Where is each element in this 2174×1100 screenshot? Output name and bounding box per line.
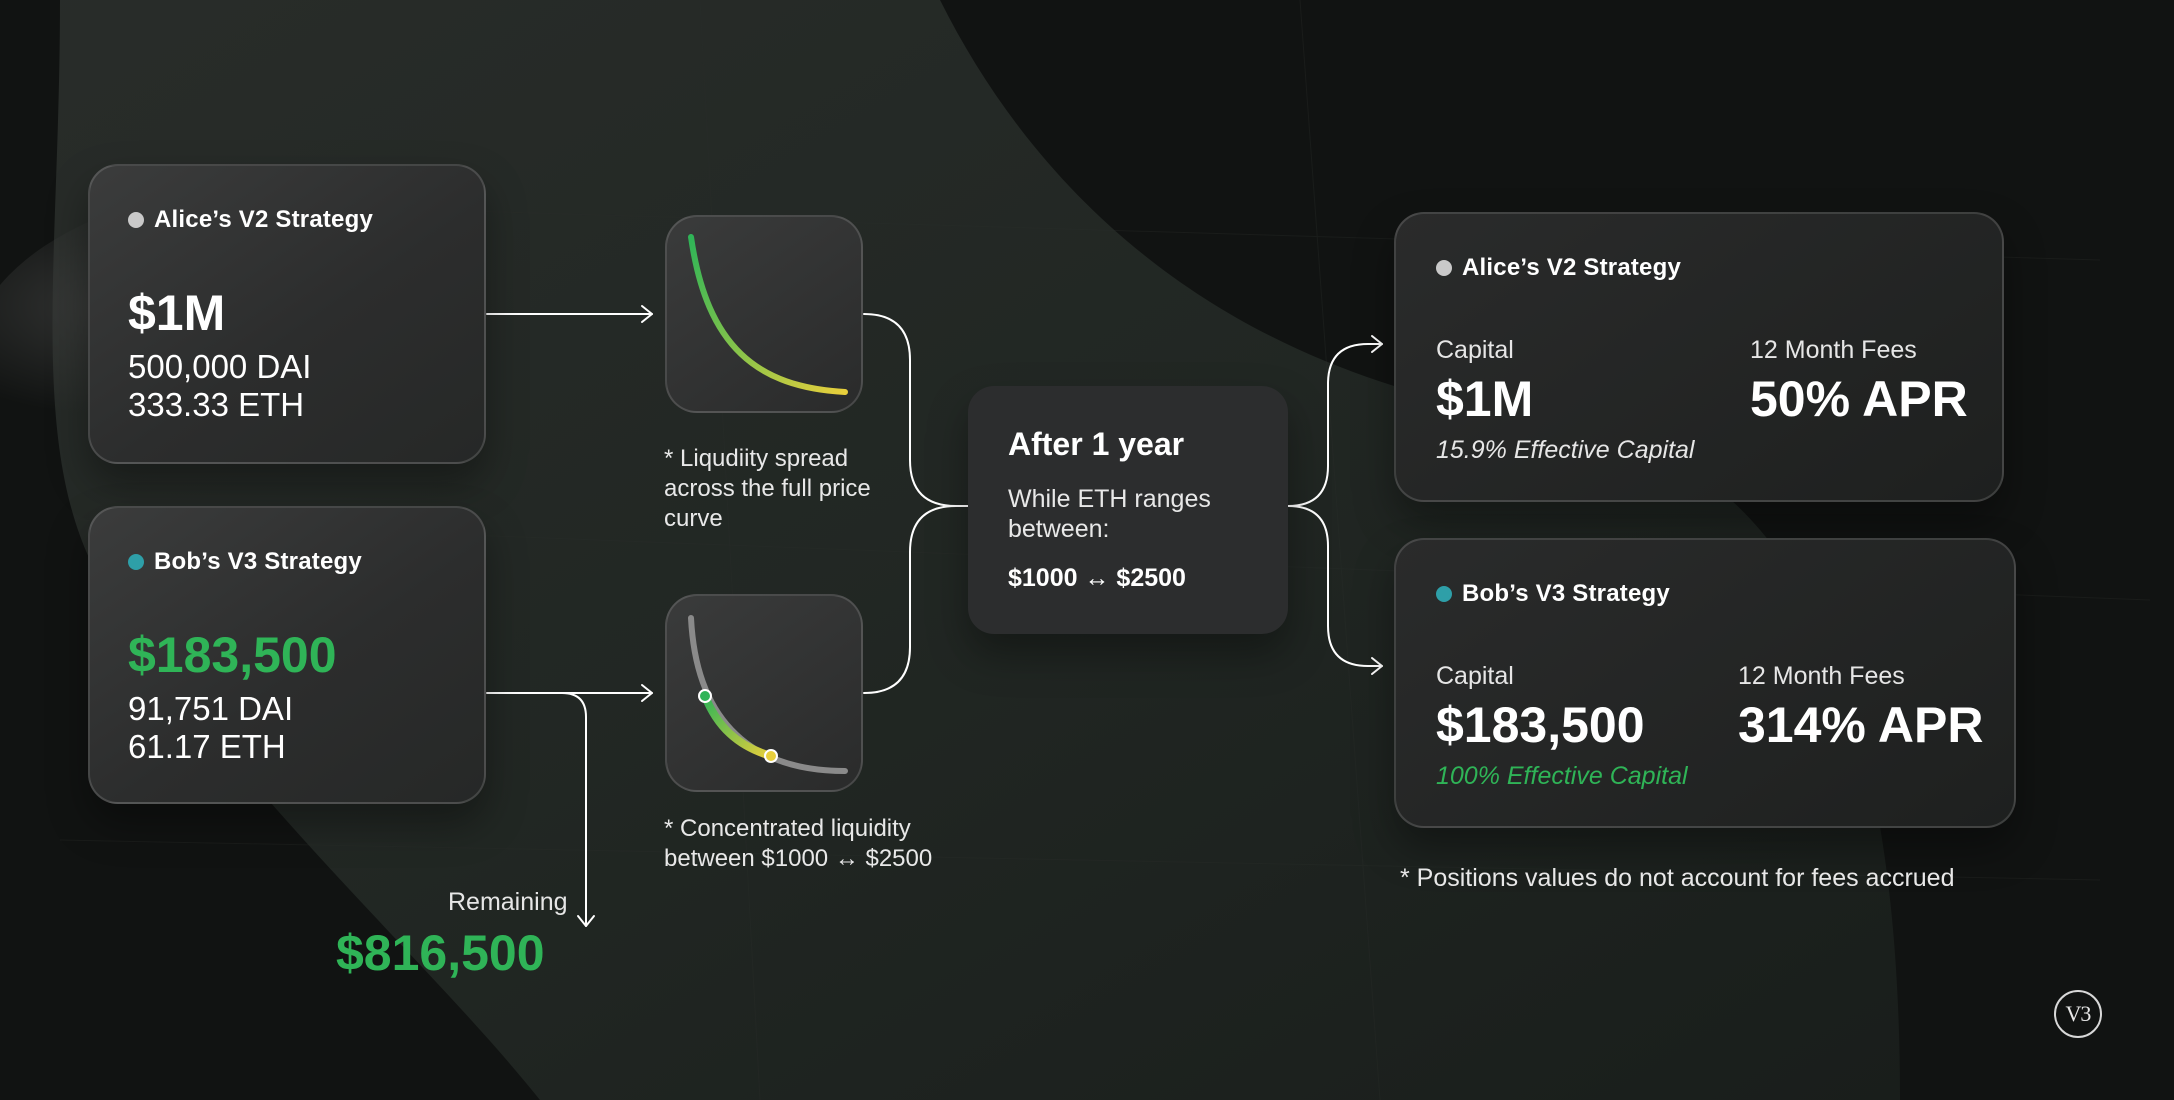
alice-amount: $1M xyxy=(128,285,226,341)
status-dot-icon xyxy=(128,554,144,570)
positions-footnote: * Positions values do not account for fe… xyxy=(1400,864,1955,892)
center-title: After 1 year xyxy=(1008,426,1185,462)
curve-v3-icon xyxy=(688,615,848,774)
alice-capital-value: $1M xyxy=(1436,371,1534,427)
alice-card-header: Alice’s V2 Strategy xyxy=(128,206,373,234)
status-dot-icon xyxy=(1436,586,1452,602)
v3-liquidity-note: * Concentrated liquidity between $1000 ↔… xyxy=(664,815,933,872)
alice-fees-label: 12 Month Fees xyxy=(1750,336,1917,364)
alice-apr-value: 50% APR xyxy=(1750,371,1968,427)
arrow-icon xyxy=(1371,657,1383,675)
bob-apr-value: 314% APR xyxy=(1738,697,1984,753)
alice-effective-capital: 15.9% Effective Capital xyxy=(1436,436,1695,464)
alice-capital-label: Capital xyxy=(1436,336,1514,364)
bob-result-header: Bob’s V3 Strategy xyxy=(1436,580,1670,608)
bob-card-title: Bob’s V3 Strategy xyxy=(154,548,362,575)
v2-liquidity-note: * Liqudiity spread across the full price… xyxy=(664,445,871,532)
curve-v2-box xyxy=(665,215,863,413)
alice-dai: 500,000 DAI xyxy=(128,348,312,385)
status-dot-icon xyxy=(128,212,144,228)
bob-v3-card: Bob’s V3 Strategy $183,500 91,751 DAI 61… xyxy=(88,506,486,804)
alice-eth: 333.33 ETH xyxy=(128,386,305,423)
bob-capital-label: Capital xyxy=(1436,662,1514,690)
v3-logo-icon: V3 xyxy=(2054,990,2102,1038)
bob-fees-label: 12 Month Fees xyxy=(1738,662,1905,690)
center-subtitle: While ETH ranges between: xyxy=(1008,485,1211,543)
bob-capital-value: $183,500 xyxy=(1436,697,1645,753)
bob-result-card: Bob’s V3 Strategy Capital $183,500 100% … xyxy=(1394,538,2016,828)
curve-v2-icon xyxy=(688,234,848,395)
v3-logo-text: V3 xyxy=(2065,1001,2092,1026)
alice-result-header: Alice’s V2 Strategy xyxy=(1436,254,1681,282)
bob-eth: 61.17 ETH xyxy=(128,728,286,765)
arrow-icon xyxy=(1371,335,1383,353)
bob-effective-capital: 100% Effective Capital xyxy=(1436,762,1688,790)
alice-result-card: Alice’s V2 Strategy Capital $1M 15.9% Ef… xyxy=(1394,212,2004,502)
arrow-icon xyxy=(561,692,587,927)
remaining-label: Remaining xyxy=(448,888,568,916)
bob-result-title: Bob’s V3 Strategy xyxy=(1462,580,1670,607)
bob-amount: $183,500 xyxy=(128,627,337,683)
alice-card-title: Alice’s V2 Strategy xyxy=(154,206,374,233)
remaining-amount: $816,500 xyxy=(336,925,545,981)
center-range: $1000 ↔ $2500 xyxy=(1008,564,1186,592)
status-dot-icon xyxy=(1436,260,1452,276)
alice-v2-card: Alice’s V2 Strategy $1M 500,000 DAI 333.… xyxy=(88,164,486,464)
bob-dai: 91,751 DAI xyxy=(128,690,294,727)
curve-v3-box xyxy=(665,594,863,792)
bob-card-header: Bob’s V3 Strategy xyxy=(128,548,362,576)
after-one-year-card: After 1 year While ETH ranges between: $… xyxy=(968,386,1288,634)
alice-result-title: Alice’s V2 Strategy xyxy=(1462,254,1682,281)
